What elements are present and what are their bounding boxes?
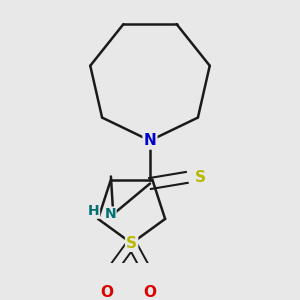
Text: O: O [100,285,114,300]
Text: N: N [104,207,116,221]
Text: H: H [88,204,99,218]
Text: N: N [144,133,156,148]
Text: S: S [126,236,137,251]
Text: S: S [194,170,206,185]
Text: O: O [143,285,157,300]
